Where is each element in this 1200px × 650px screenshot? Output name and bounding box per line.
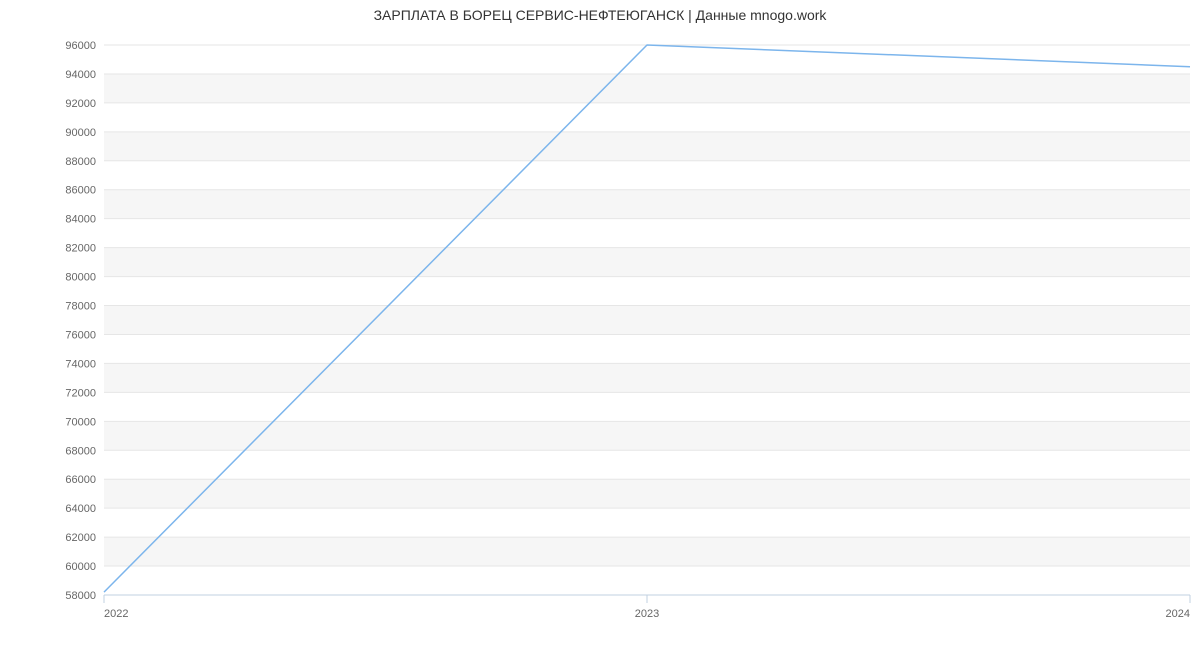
y-axis-label: 88000: [65, 156, 96, 168]
y-axis-label: 58000: [65, 590, 96, 602]
y-axis-label: 90000: [65, 127, 96, 139]
y-axis-label: 72000: [65, 387, 96, 399]
salary-line-chart: 58000 60000 62000 64000 66000 68000 70000 72000…: [0, 0, 1200, 650]
y-axis-label: 82000: [65, 243, 96, 255]
x-axis-label: 2022: [104, 608, 128, 620]
x-axis-label: 2024: [1166, 608, 1190, 620]
y-axis-label: 78000: [65, 301, 96, 313]
y-axis-label: 74000: [65, 358, 96, 370]
chart-container: { "chart": { "type": "line", "width": 12…: [0, 0, 1200, 650]
y-axis-label: 60000: [65, 561, 96, 573]
y-axis-label: 62000: [65, 532, 96, 544]
y-axis-label: 68000: [65, 445, 96, 457]
y-axis-label: 80000: [65, 272, 96, 284]
y-axis-label: 66000: [65, 474, 96, 486]
y-axis-label: 94000: [65, 69, 96, 81]
y-axis-label: 96000: [65, 40, 96, 52]
y-axis-label: 76000: [65, 329, 96, 341]
y-axis-label: 92000: [65, 98, 96, 110]
x-axis-label: 2023: [635, 608, 659, 620]
y-axis-label: 64000: [65, 503, 96, 515]
y-axis-label: 84000: [65, 214, 96, 226]
y-axis-label: 86000: [65, 185, 96, 197]
chart-title: ЗАРПЛАТА В БОРЕЦ СЕРВИС-НЕФТЕЮГАНСК | Да…: [374, 7, 828, 23]
y-axis-label: 70000: [65, 416, 96, 428]
